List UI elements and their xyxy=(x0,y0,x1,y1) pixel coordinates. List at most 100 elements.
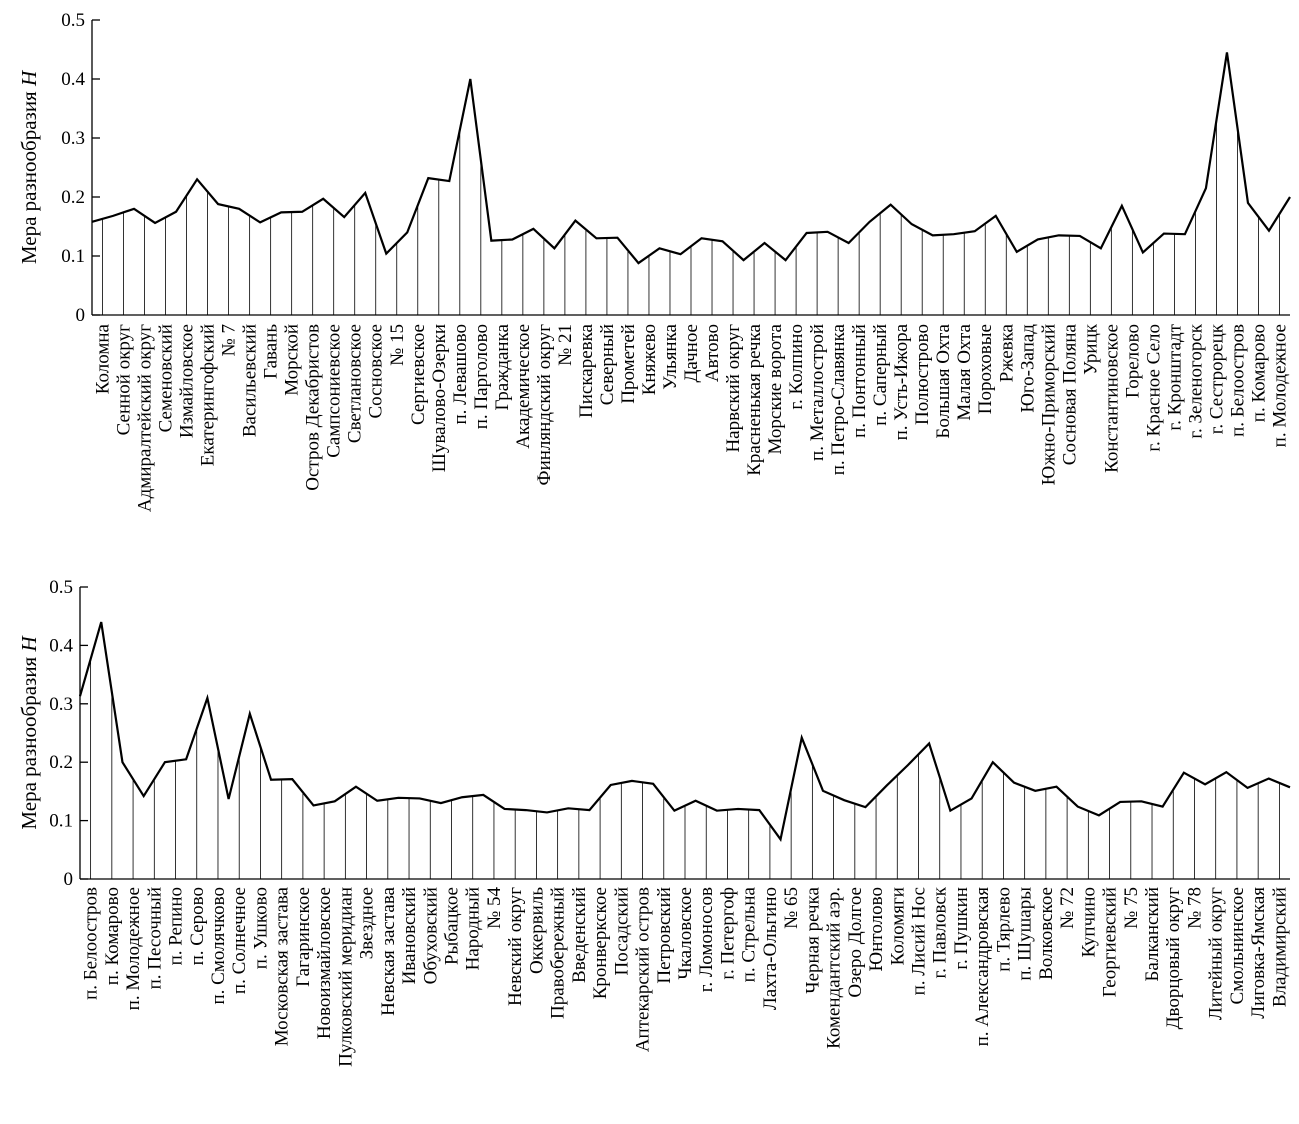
x-category-label: Гавань xyxy=(261,324,282,379)
y-tick-label: 0.3 xyxy=(61,128,85,149)
x-category-label: п. Петро-Славянка xyxy=(828,323,849,475)
x-category-label: Дворцовый округ xyxy=(1163,887,1184,1030)
x-category-label: п. Ушково xyxy=(250,887,271,969)
x-category-label: Академическое xyxy=(513,324,534,449)
x-category-label: Балканский xyxy=(1142,887,1163,982)
x-category-label: № 54 xyxy=(484,887,505,929)
x-category-label: № 65 xyxy=(781,887,802,929)
x-category-label: Сенной округ xyxy=(114,324,135,436)
x-category-label: Гагаринское xyxy=(293,887,314,987)
y-tick-label: 0.5 xyxy=(61,10,85,31)
x-category-label: Большая Охта xyxy=(933,323,954,438)
x-category-label: Измайловское xyxy=(177,324,198,438)
y-tick-label: 0.3 xyxy=(49,694,73,715)
x-category-label: Звездное xyxy=(357,887,378,959)
x-category-label: п. Саперный xyxy=(870,324,891,426)
x-category-label: Сампсониевское xyxy=(324,324,345,458)
x-category-label: Введенский xyxy=(569,887,590,983)
x-category-label: Невский округ xyxy=(505,887,526,1006)
x-category-label: п. Комарово xyxy=(102,887,123,985)
x-category-label: Васильевский xyxy=(240,324,261,437)
x-category-label: п. Молодежное xyxy=(123,887,144,1010)
x-category-label: п. Лисий Нос xyxy=(909,887,930,995)
y-tick-label: 0.2 xyxy=(61,187,85,208)
x-category-label: Петровский xyxy=(654,887,675,984)
y-tick-label: 0.1 xyxy=(49,811,73,832)
x-category-label: г. Кронштадт xyxy=(1164,323,1185,430)
x-category-label: Светлановское xyxy=(345,324,366,443)
x-category-label: Ивановский xyxy=(399,887,420,984)
x-category-label: № 72 xyxy=(1057,887,1078,929)
x-category-label: № 7 xyxy=(219,324,240,356)
x-category-label: Ржевка xyxy=(996,323,1017,382)
x-category-label: Пороховые xyxy=(975,324,996,414)
x-category-label: г. Сестрорецк xyxy=(1206,323,1227,434)
x-category-label: Купчино xyxy=(1078,887,1099,957)
x-category-label: Народный xyxy=(463,887,484,970)
y-tick-label: 0.1 xyxy=(61,246,85,267)
x-category-label: г. Ломоносов xyxy=(696,887,717,992)
x-category-label: п. Комарово xyxy=(1248,324,1269,422)
x-category-label: Екатерингофский xyxy=(198,324,219,466)
series-line xyxy=(78,621,1291,842)
x-category-label: № 75 xyxy=(1121,887,1142,929)
x-category-label: Нарвский округ xyxy=(723,324,744,453)
x-category-label: Новоизмайловское xyxy=(314,887,335,1039)
x-category-label: г. Петергоф xyxy=(717,887,738,980)
x-category-label: Оккервиль xyxy=(526,887,547,974)
x-category-label: Правобережный xyxy=(548,887,569,1019)
x-category-label: Юго-Запад xyxy=(1017,324,1038,413)
x-category-label: Остров Декабристов xyxy=(303,324,324,491)
x-category-label: Обуховский xyxy=(420,887,441,984)
x-category-label: Пулковский меридиан xyxy=(335,887,356,1067)
x-category-label: п. Серово xyxy=(187,887,208,965)
x-category-label: Княжево xyxy=(639,324,660,395)
x-category-label: г. Пушкин xyxy=(951,887,972,970)
x-category-label: Коломна xyxy=(93,323,114,394)
x-category-label: Южно-Приморский xyxy=(1038,324,1059,485)
x-category-label: Красненькая речка xyxy=(744,323,765,475)
x-category-label: п. Александровская xyxy=(972,887,993,1047)
x-category-label: Лиговка-Ямская xyxy=(1248,887,1269,1019)
x-category-label: п. Усть-Ижора xyxy=(891,323,912,440)
x-category-label: Шувалово-Озерки xyxy=(429,324,450,472)
x-category-label: г. Павловск xyxy=(930,886,951,978)
x-category-label: Урицк xyxy=(1080,323,1101,375)
x-category-label: Кронверкское xyxy=(590,887,611,999)
x-category-label: п. Левашово xyxy=(450,324,471,424)
x-category-label: Морской xyxy=(282,324,303,396)
x-category-label: Сергиевское xyxy=(408,324,429,425)
x-category-label: Финляндский округ xyxy=(534,324,555,486)
x-category-label: Невская застава xyxy=(378,886,399,1015)
x-category-label: Гражданка xyxy=(492,323,513,410)
y-tick-label: 0 xyxy=(76,305,86,326)
x-category-label: Константиновское xyxy=(1101,324,1122,473)
y-tick-label: 0.4 xyxy=(49,635,73,656)
x-category-label: п. Молодежное xyxy=(1269,324,1290,447)
x-category-label: Рыбацкое xyxy=(441,887,462,965)
x-category-label: п. Понтонный xyxy=(849,324,870,438)
x-category-label: п. Белоостров xyxy=(81,887,102,1000)
x-category-label: г. Колпино xyxy=(786,324,807,410)
x-category-label: Владимирский xyxy=(1269,887,1290,1007)
x-category-label: Чкаловское xyxy=(675,887,696,980)
x-category-label: Волковское xyxy=(1036,887,1057,980)
y-tick-label: 0.5 xyxy=(49,577,73,598)
x-category-label: п. Металлострой xyxy=(807,324,828,461)
x-category-label: Полюстрово xyxy=(912,324,933,425)
x-category-label: Автово xyxy=(702,324,723,382)
x-category-label: Семеновский xyxy=(156,324,177,432)
x-category-label: Лахта-Ольгино xyxy=(760,887,781,1010)
x-category-label: № 78 xyxy=(1184,887,1205,929)
y-tick-label: 0 xyxy=(64,869,74,890)
x-category-label: Прометей xyxy=(618,324,639,404)
series-line xyxy=(91,52,1291,265)
x-category-label: Пискаревка xyxy=(576,323,597,418)
x-category-label: п. Солнечное xyxy=(229,887,250,994)
x-category-label: п. Смолячково xyxy=(208,887,229,1005)
x-category-label: Черная речка xyxy=(802,886,823,993)
x-category-label: Московская застава xyxy=(272,886,293,1046)
x-category-label: Ульянка xyxy=(660,323,681,389)
x-category-label: Комендантский аэр. xyxy=(824,887,845,1049)
